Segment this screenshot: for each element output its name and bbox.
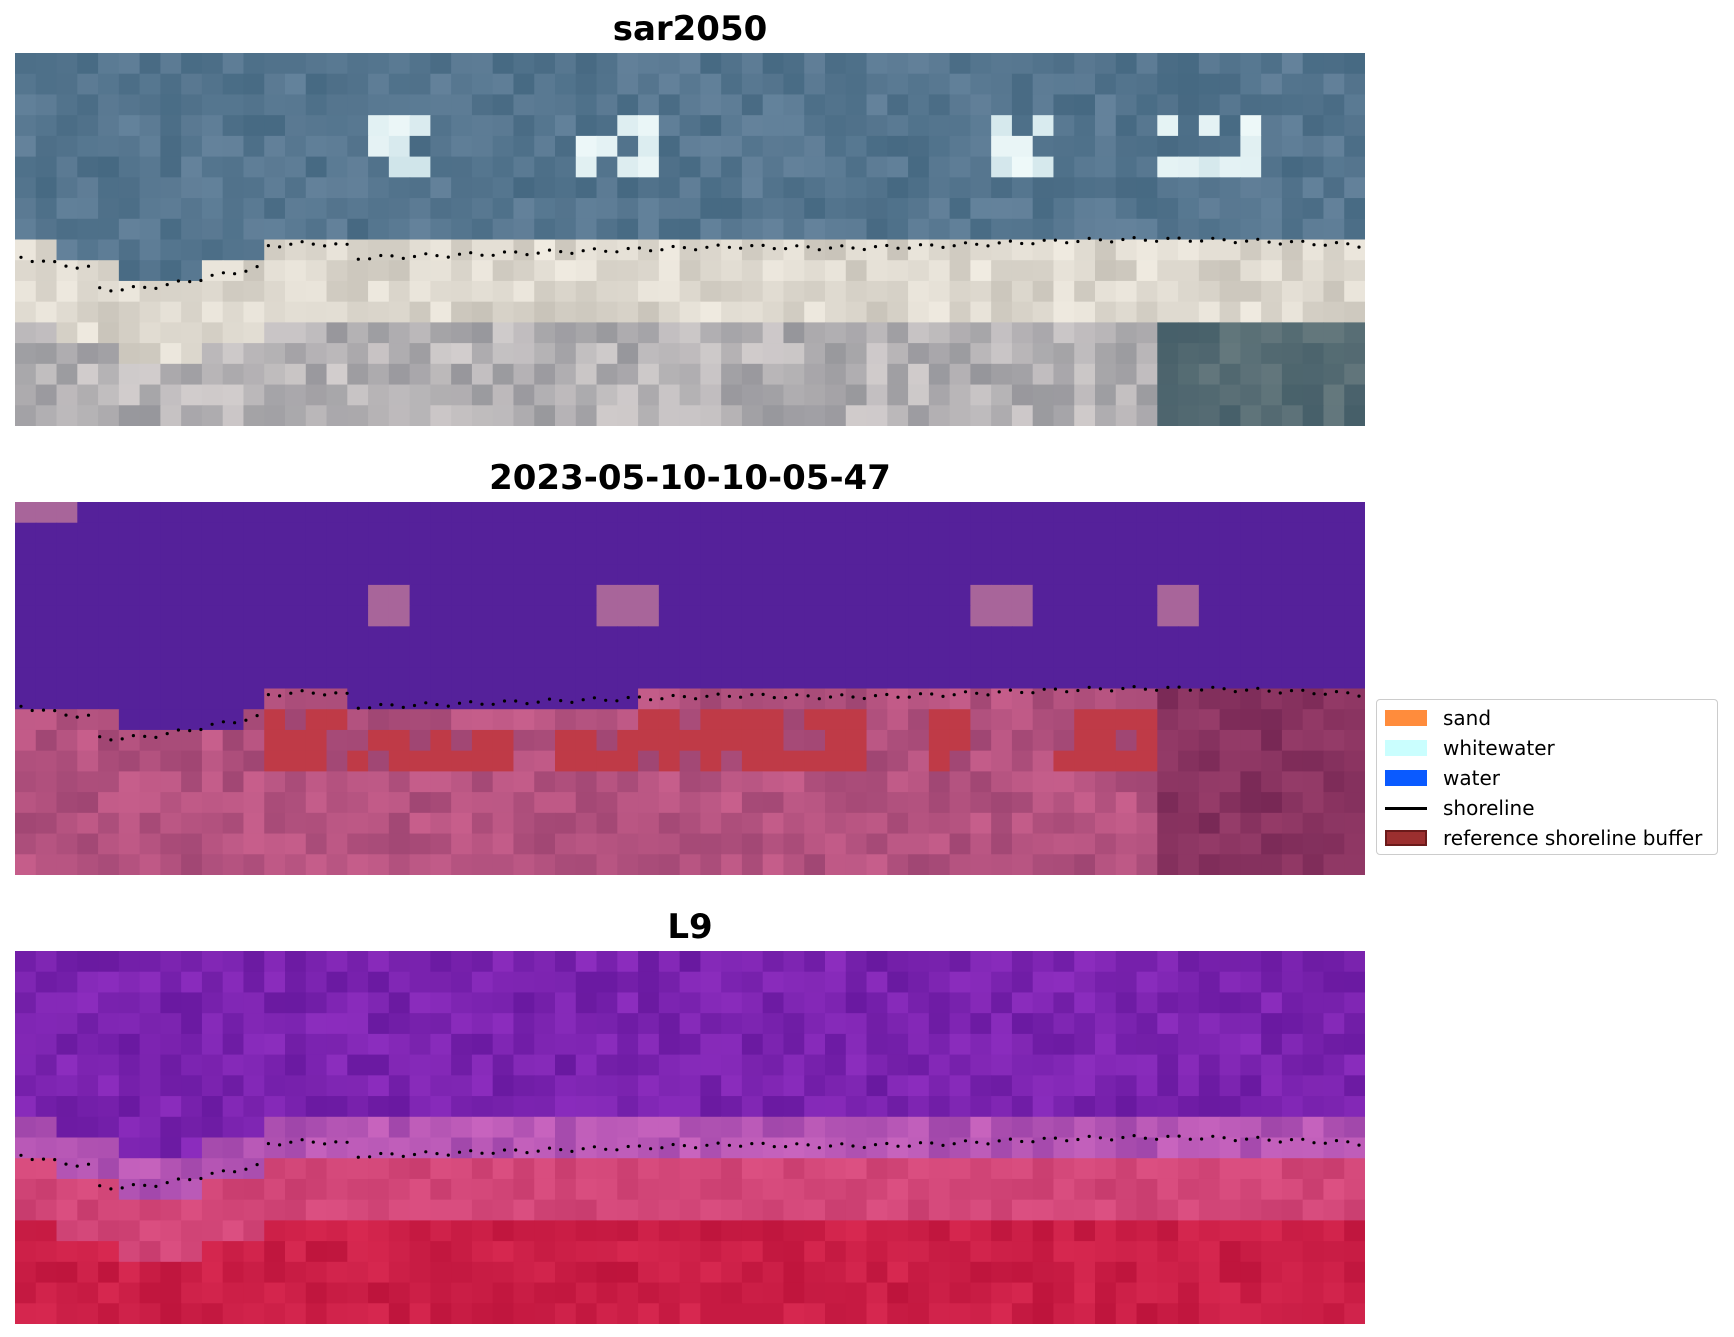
legend-swatch-reference-shoreline-buffer (1385, 830, 1427, 846)
panel-2-image (15, 502, 1365, 875)
legend-label-sand: sand (1443, 706, 1492, 730)
legend: sand whitewater water shoreline referenc… (1376, 699, 1718, 855)
legend-label-shoreline: shoreline (1443, 796, 1535, 820)
legend-label-water: water (1443, 766, 1500, 790)
legend-swatch-shoreline (1385, 806, 1427, 810)
legend-swatch-whitewater (1385, 740, 1427, 756)
legend-item-whitewater: whitewater (1385, 734, 1555, 762)
legend-label-whitewater: whitewater (1443, 736, 1555, 760)
legend-item-sand: sand (1385, 704, 1491, 732)
panel-1-image (15, 53, 1365, 426)
panel-3-title: L9 (667, 907, 713, 947)
legend-item-shoreline: shoreline (1385, 794, 1535, 822)
panel-2-title: 2023-05-10-10-05-47 (489, 458, 891, 498)
legend-swatch-sand (1385, 710, 1427, 726)
legend-label-reference-shoreline-buffer: reference shoreline buffer (1443, 826, 1703, 850)
legend-item-water: water (1385, 764, 1500, 792)
panel-3-image (15, 951, 1365, 1324)
panel-1-title: sar2050 (612, 9, 768, 49)
legend-swatch-water (1385, 770, 1427, 786)
legend-item-reference-shoreline-buffer: reference shoreline buffer (1385, 824, 1702, 852)
